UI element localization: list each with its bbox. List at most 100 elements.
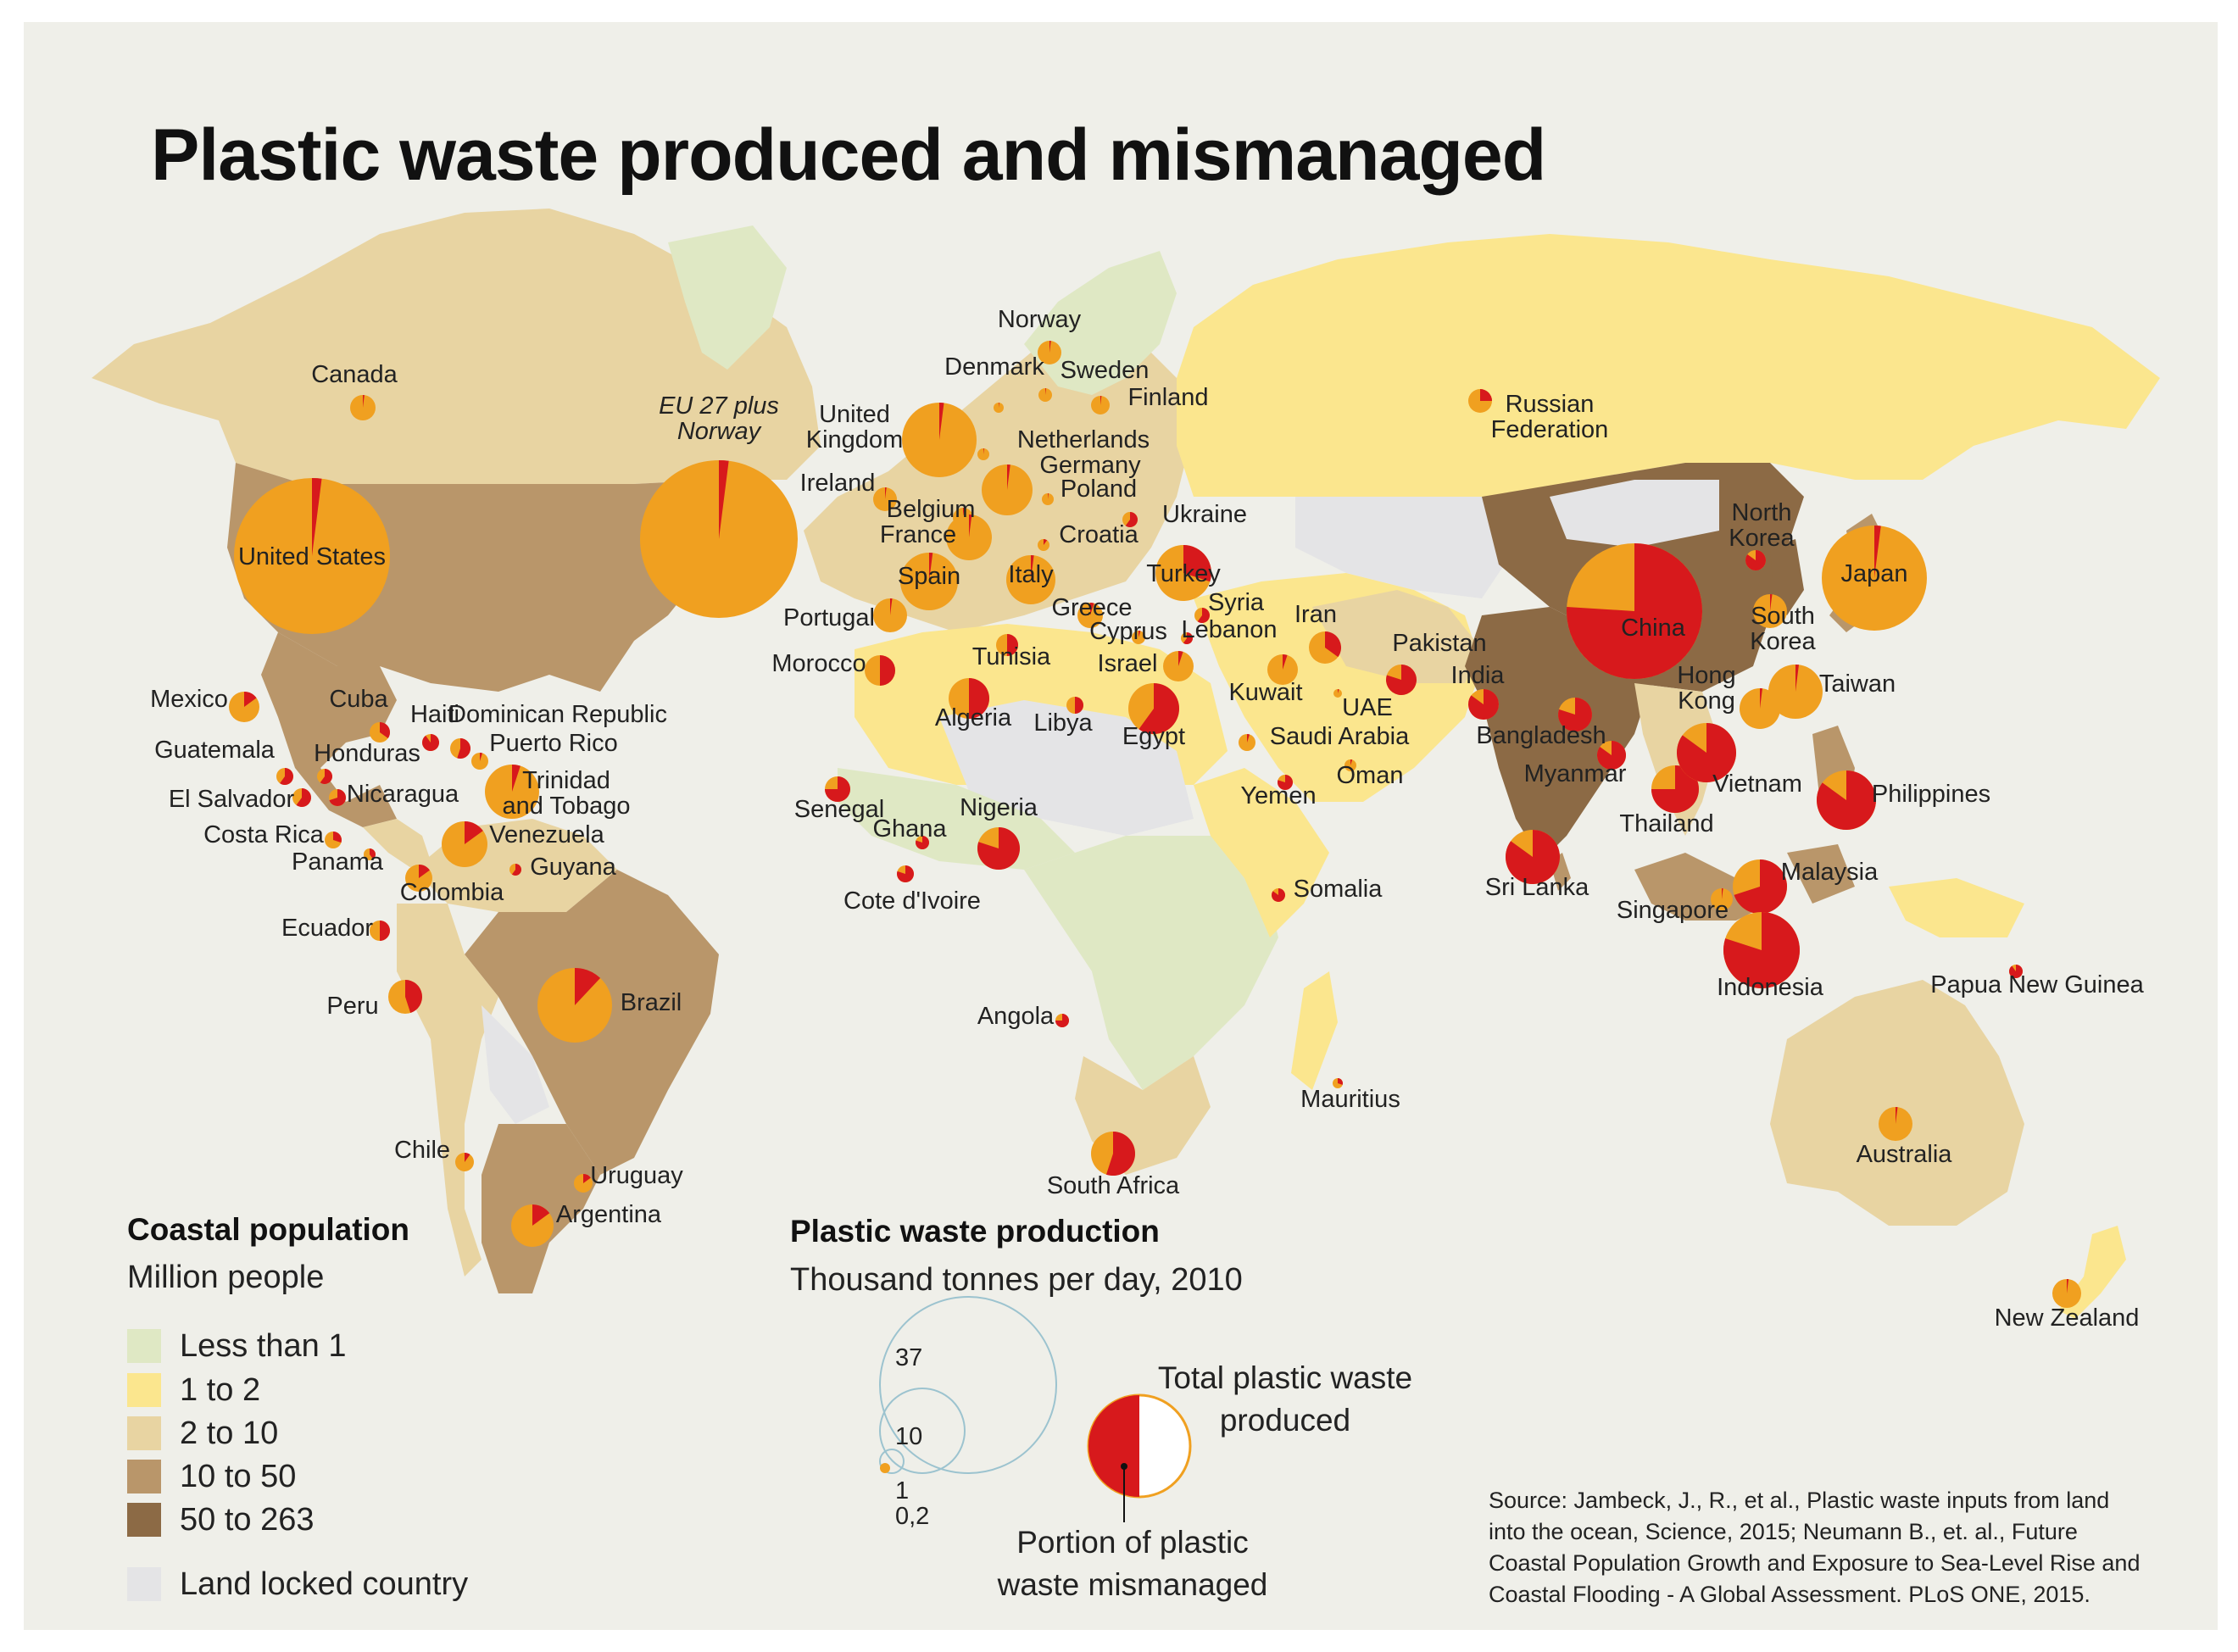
country-label-turkey: Turkey [1146, 560, 1221, 587]
pie-iran-mismanaged [1325, 631, 1341, 658]
country-label-guatemala: Guatemala [154, 737, 276, 764]
pie-uruguay-mismanaged [583, 1174, 591, 1183]
country-label-philippines: Philippines [1872, 781, 1990, 808]
country-label-el-salvador: El Salvador [169, 786, 295, 813]
country-label-cote-d-ivoire: Cote d'Ivoire [843, 887, 981, 915]
page-title: Plastic waste produced and mismanaged [151, 114, 1546, 196]
country-label-pakistan: Pakistan [1392, 630, 1486, 657]
pie-japan [1822, 526, 1927, 631]
pie-portugal [873, 598, 907, 632]
pie-ukraine [1122, 512, 1138, 527]
population-legend-title: Coastal population [127, 1212, 409, 1247]
legend-label: Land locked country [180, 1566, 469, 1602]
pie-uruguay [574, 1174, 593, 1193]
pie-spain-mismanaged [929, 553, 933, 581]
pie-ghana-mismanaged [916, 836, 930, 849]
pie-pakistan [1385, 665, 1417, 696]
region-sahel [939, 700, 1194, 836]
country-label-russian-federation: Russian Federation [1491, 391, 1609, 443]
size-legend-ring [879, 1388, 966, 1474]
pie-trinidad-and-tobago [485, 765, 539, 819]
pie-taiwan-mismanaged [1795, 665, 1800, 692]
pie-morocco-mismanaged [880, 655, 895, 686]
legend-item-2-to-10: 2 to 10 [127, 1416, 278, 1451]
pie-sri-lanka-mismanaged [1505, 830, 1560, 884]
country-label-oman: Oman [1337, 762, 1404, 789]
pie-chile [455, 1153, 474, 1171]
pie-venezuela-mismanaged [465, 821, 483, 844]
pie-algeria [949, 678, 989, 719]
pie-new-zealand-mismanaged [2067, 1279, 2069, 1293]
pie-yemen [1278, 775, 1294, 791]
country-label-angola: Angola [977, 1003, 1055, 1030]
pie-malaysia [1733, 859, 1787, 914]
country-label-peru: Peru [326, 993, 378, 1020]
pie-ireland-mismanaged [885, 487, 887, 499]
country-label-uruguay: Uruguay [590, 1162, 683, 1189]
country-label-united-kingdom: United Kingdom [806, 401, 903, 453]
country-label-argentina: Argentina [556, 1201, 662, 1228]
pie-haiti-mismanaged [422, 734, 440, 751]
pie-trinidad-and-tobago-mismanaged [512, 765, 521, 792]
legend-item-land-locked-country: Land locked country [127, 1566, 469, 1602]
pie-tunisia [996, 634, 1018, 656]
country-label-saudi-arabia: Saudi Arabia [1270, 723, 1410, 750]
size-legend-value: 0,2 [895, 1503, 929, 1530]
country-label-guyana: Guyana [530, 854, 616, 881]
region-indonesia [1634, 844, 1855, 921]
pie-guyana [509, 864, 521, 876]
country-label-cyprus: Cyprus [1089, 618, 1167, 645]
pie-ghana [916, 836, 930, 849]
label-layer: Canada United States EU 27 plus Norway Mexic… [150, 306, 2145, 1332]
pie-algeria-mismanaged [969, 678, 989, 719]
pie-norway-mismanaged [1049, 341, 1051, 353]
pie-haiti [422, 734, 440, 751]
pie-tunisia-mismanaged [1007, 634, 1018, 656]
country-label-nicaragua: Nicaragua [347, 781, 459, 808]
legend-swatch [127, 1416, 161, 1450]
country-label-ireland: Ireland [800, 470, 876, 497]
country-label-honduras: Honduras [314, 740, 420, 767]
legend-item-10-to-50: 10 to 50 [127, 1459, 296, 1494]
pie-united-states-mismanaged [312, 478, 322, 556]
pie-cote-d-ivoire-mismanaged [897, 865, 915, 882]
pie-south-korea [1753, 594, 1787, 628]
country-label-venezuela: Venezuela [489, 821, 604, 848]
country-label-mauritius: Mauritius [1300, 1086, 1400, 1113]
pie-japan-mismanaged [1874, 526, 1881, 578]
pie-honduras-mismanaged [320, 769, 332, 784]
size-legend-value: 37 [895, 1344, 922, 1371]
pie-greece [1077, 603, 1103, 628]
pie-argentina-mismanaged [532, 1204, 550, 1226]
pie-new-zealand [2052, 1279, 2081, 1308]
pie-morocco [865, 655, 895, 686]
pie-layer [229, 341, 2081, 1308]
pie-thailand [1651, 765, 1699, 813]
pie-china-mismanaged [1567, 543, 1703, 679]
country-label-south-africa: South Africa [1047, 1172, 1180, 1199]
country-label-united-states: United States [238, 543, 386, 570]
pie-angola [1055, 1014, 1069, 1027]
pie-ukraine-mismanaged [1125, 512, 1138, 527]
pie-angola-mismanaged [1055, 1014, 1069, 1027]
pie-somalia-mismanaged [1272, 888, 1285, 902]
pie-nigeria-mismanaged [977, 827, 1020, 870]
production-legend-title: Plastic waste production [790, 1214, 1160, 1249]
pie-eu-27-plus-norway [640, 460, 798, 618]
country-label-ghana: Ghana [872, 815, 947, 843]
country-label-cuba: Cuba [329, 686, 388, 713]
country-label-north-korea: North Korea [1729, 499, 1795, 552]
country-label-chile: Chile [394, 1137, 450, 1164]
country-label-israel: Israel [1098, 650, 1158, 677]
country-label-costa-rica: Costa Rica [203, 821, 325, 848]
country-label-sri-lanka: Sri Lanka [1485, 874, 1589, 901]
country-label-thailand: Thailand [1619, 810, 1713, 837]
pie-south-korea-mismanaged [1770, 594, 1773, 611]
pie-dominican-republic [450, 738, 471, 759]
pie-croatia [1038, 539, 1049, 551]
pie-mexico [229, 692, 259, 722]
region-madagascar [1291, 971, 1338, 1090]
source-line: Coastal Population Growth and Exposure t… [1489, 1550, 2141, 1576]
production-legend-subtitle: Thousand tonnes per day, 2010 [790, 1262, 1243, 1298]
pie-turkey [1155, 545, 1211, 601]
